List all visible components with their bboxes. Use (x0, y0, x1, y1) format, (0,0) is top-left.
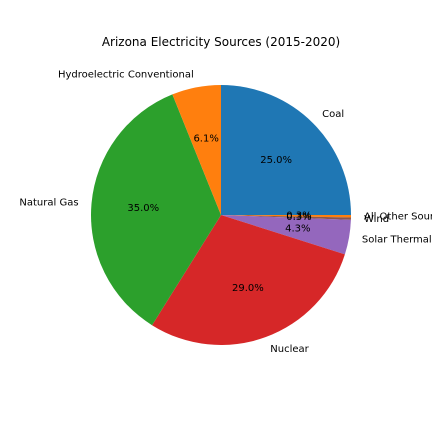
slice-label-coal: Coal (322, 109, 344, 120)
slice-label-hydroelectric-conventional: Hydroelectric Conventional (58, 70, 194, 81)
pie-slices (91, 85, 351, 345)
slice-percent-nuclear: 29.0% (232, 283, 264, 294)
slice-percent-natural-gas: 35.0% (127, 203, 159, 214)
pie-slice-solar-thermal (221, 215, 351, 255)
slice-percent-all-other-sources: 0.3% (286, 211, 311, 222)
slice-label-all-other-sources: All Other Sources (364, 211, 432, 222)
slice-percent-hydroelectric-conventional: 6.1% (193, 133, 218, 144)
slice-label-nuclear: Nuclear (270, 344, 309, 355)
pie-slice-all-other-sources (221, 215, 351, 218)
slice-label-natural-gas: Natural Gas (19, 197, 78, 208)
slice-percent-solar-thermal: 4.3% (285, 223, 310, 234)
pie-slice-hydroelectric-conventional (172, 85, 221, 215)
pie-slice-nuclear (152, 215, 345, 345)
slice-label-solar-thermal: Solar Thermal (362, 235, 432, 246)
pie-slice-natural-gas (91, 94, 221, 326)
pie-slice-wind (221, 215, 351, 220)
pie-slice-coal (221, 85, 351, 215)
slice-percent-wind: 0.3% (286, 212, 311, 223)
chart-title: Arizona Electricity Sources (2015-2020) (102, 35, 340, 49)
slice-label-wind: Wind (364, 214, 389, 225)
slice-percent-coal: 25.0% (260, 155, 292, 166)
